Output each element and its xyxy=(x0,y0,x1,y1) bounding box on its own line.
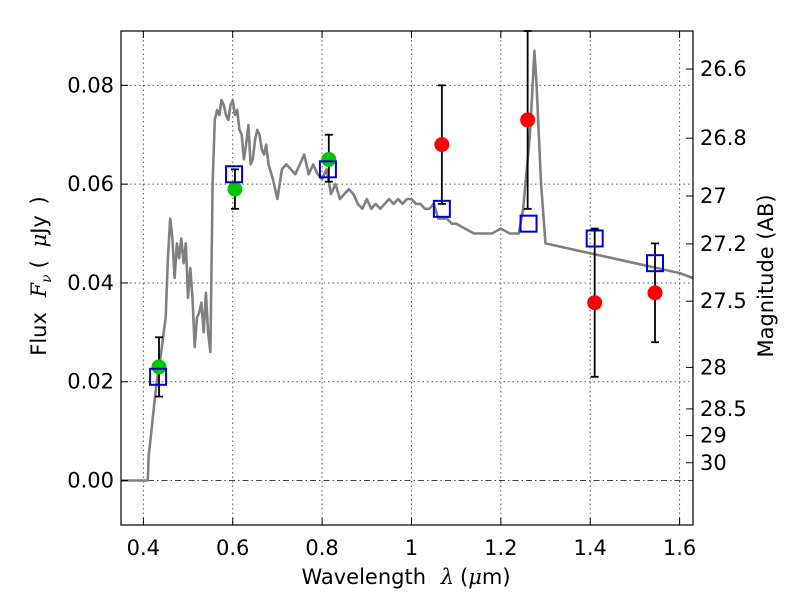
model-square xyxy=(519,214,538,233)
magnitude-tick-label: 28 xyxy=(700,355,727,379)
data-point xyxy=(227,181,243,197)
model-square xyxy=(585,229,604,248)
x-tick-label: 1.4 xyxy=(574,536,607,560)
x-tick-label: 1.6 xyxy=(663,536,696,560)
magnitude-tick-label: 30 xyxy=(700,451,727,475)
x-tick-label: 0.8 xyxy=(305,536,338,560)
data-point xyxy=(587,295,603,311)
magnitude-tick-label: 26.6 xyxy=(700,57,747,81)
data-point xyxy=(647,285,663,301)
model-square xyxy=(225,165,244,184)
x-axis-title: Wavelength λ (μm) xyxy=(301,565,510,589)
data-point xyxy=(520,112,536,128)
magnitude-tick-label: 29 xyxy=(700,424,727,448)
x-tick-label: 1.2 xyxy=(484,536,517,560)
x-tick-label: 1 xyxy=(405,536,418,560)
y-tick-label: 0.02 xyxy=(67,370,114,394)
data-point xyxy=(434,137,450,153)
x-tick-label: 0.6 xyxy=(216,536,249,560)
x-tick-label: 0.4 xyxy=(127,536,160,560)
model-square xyxy=(432,199,451,218)
x-tick-labels: 0.4 0.6 0.8 1 1.2 1.4 1.6 xyxy=(127,536,697,560)
data-points xyxy=(151,112,663,375)
magnitude-tick-label: 26.8 xyxy=(700,126,747,150)
error-bars xyxy=(154,30,660,398)
model-square xyxy=(149,367,168,386)
plot-frame xyxy=(120,30,694,526)
magnitude-tick-label: 27.5 xyxy=(700,289,747,313)
model-spectrum xyxy=(121,49,694,482)
magnitude-axis-title: Magnitude (AB) xyxy=(754,194,778,357)
y-tick-label: 0.08 xyxy=(67,73,114,97)
data-point xyxy=(151,359,167,375)
model-photometry-squares xyxy=(149,160,665,386)
spectrum-line xyxy=(121,49,694,482)
magnitude-tick-label: 27 xyxy=(700,184,727,208)
y-tick-labels: 0.00 0.02 0.04 0.06 0.08 xyxy=(67,73,114,492)
axis-ticks xyxy=(121,31,693,525)
data-point xyxy=(321,151,337,167)
grid xyxy=(121,31,693,525)
magnitude-tick-labels: 26.6 26.8 27 27.2 27.5 28 28.5 29 30 xyxy=(700,57,747,475)
y-axis-title: Flux Fν( μJy ) xyxy=(27,196,55,356)
y-tick-label: 0.06 xyxy=(67,172,114,196)
model-square xyxy=(318,160,337,179)
y-tick-label: 0.04 xyxy=(67,271,114,295)
magnitude-tick-label: 27.2 xyxy=(700,232,747,256)
model-square xyxy=(646,254,665,273)
y-tick-label: 0.00 xyxy=(67,469,114,493)
magnitude-tick-label: 28.5 xyxy=(700,397,747,421)
